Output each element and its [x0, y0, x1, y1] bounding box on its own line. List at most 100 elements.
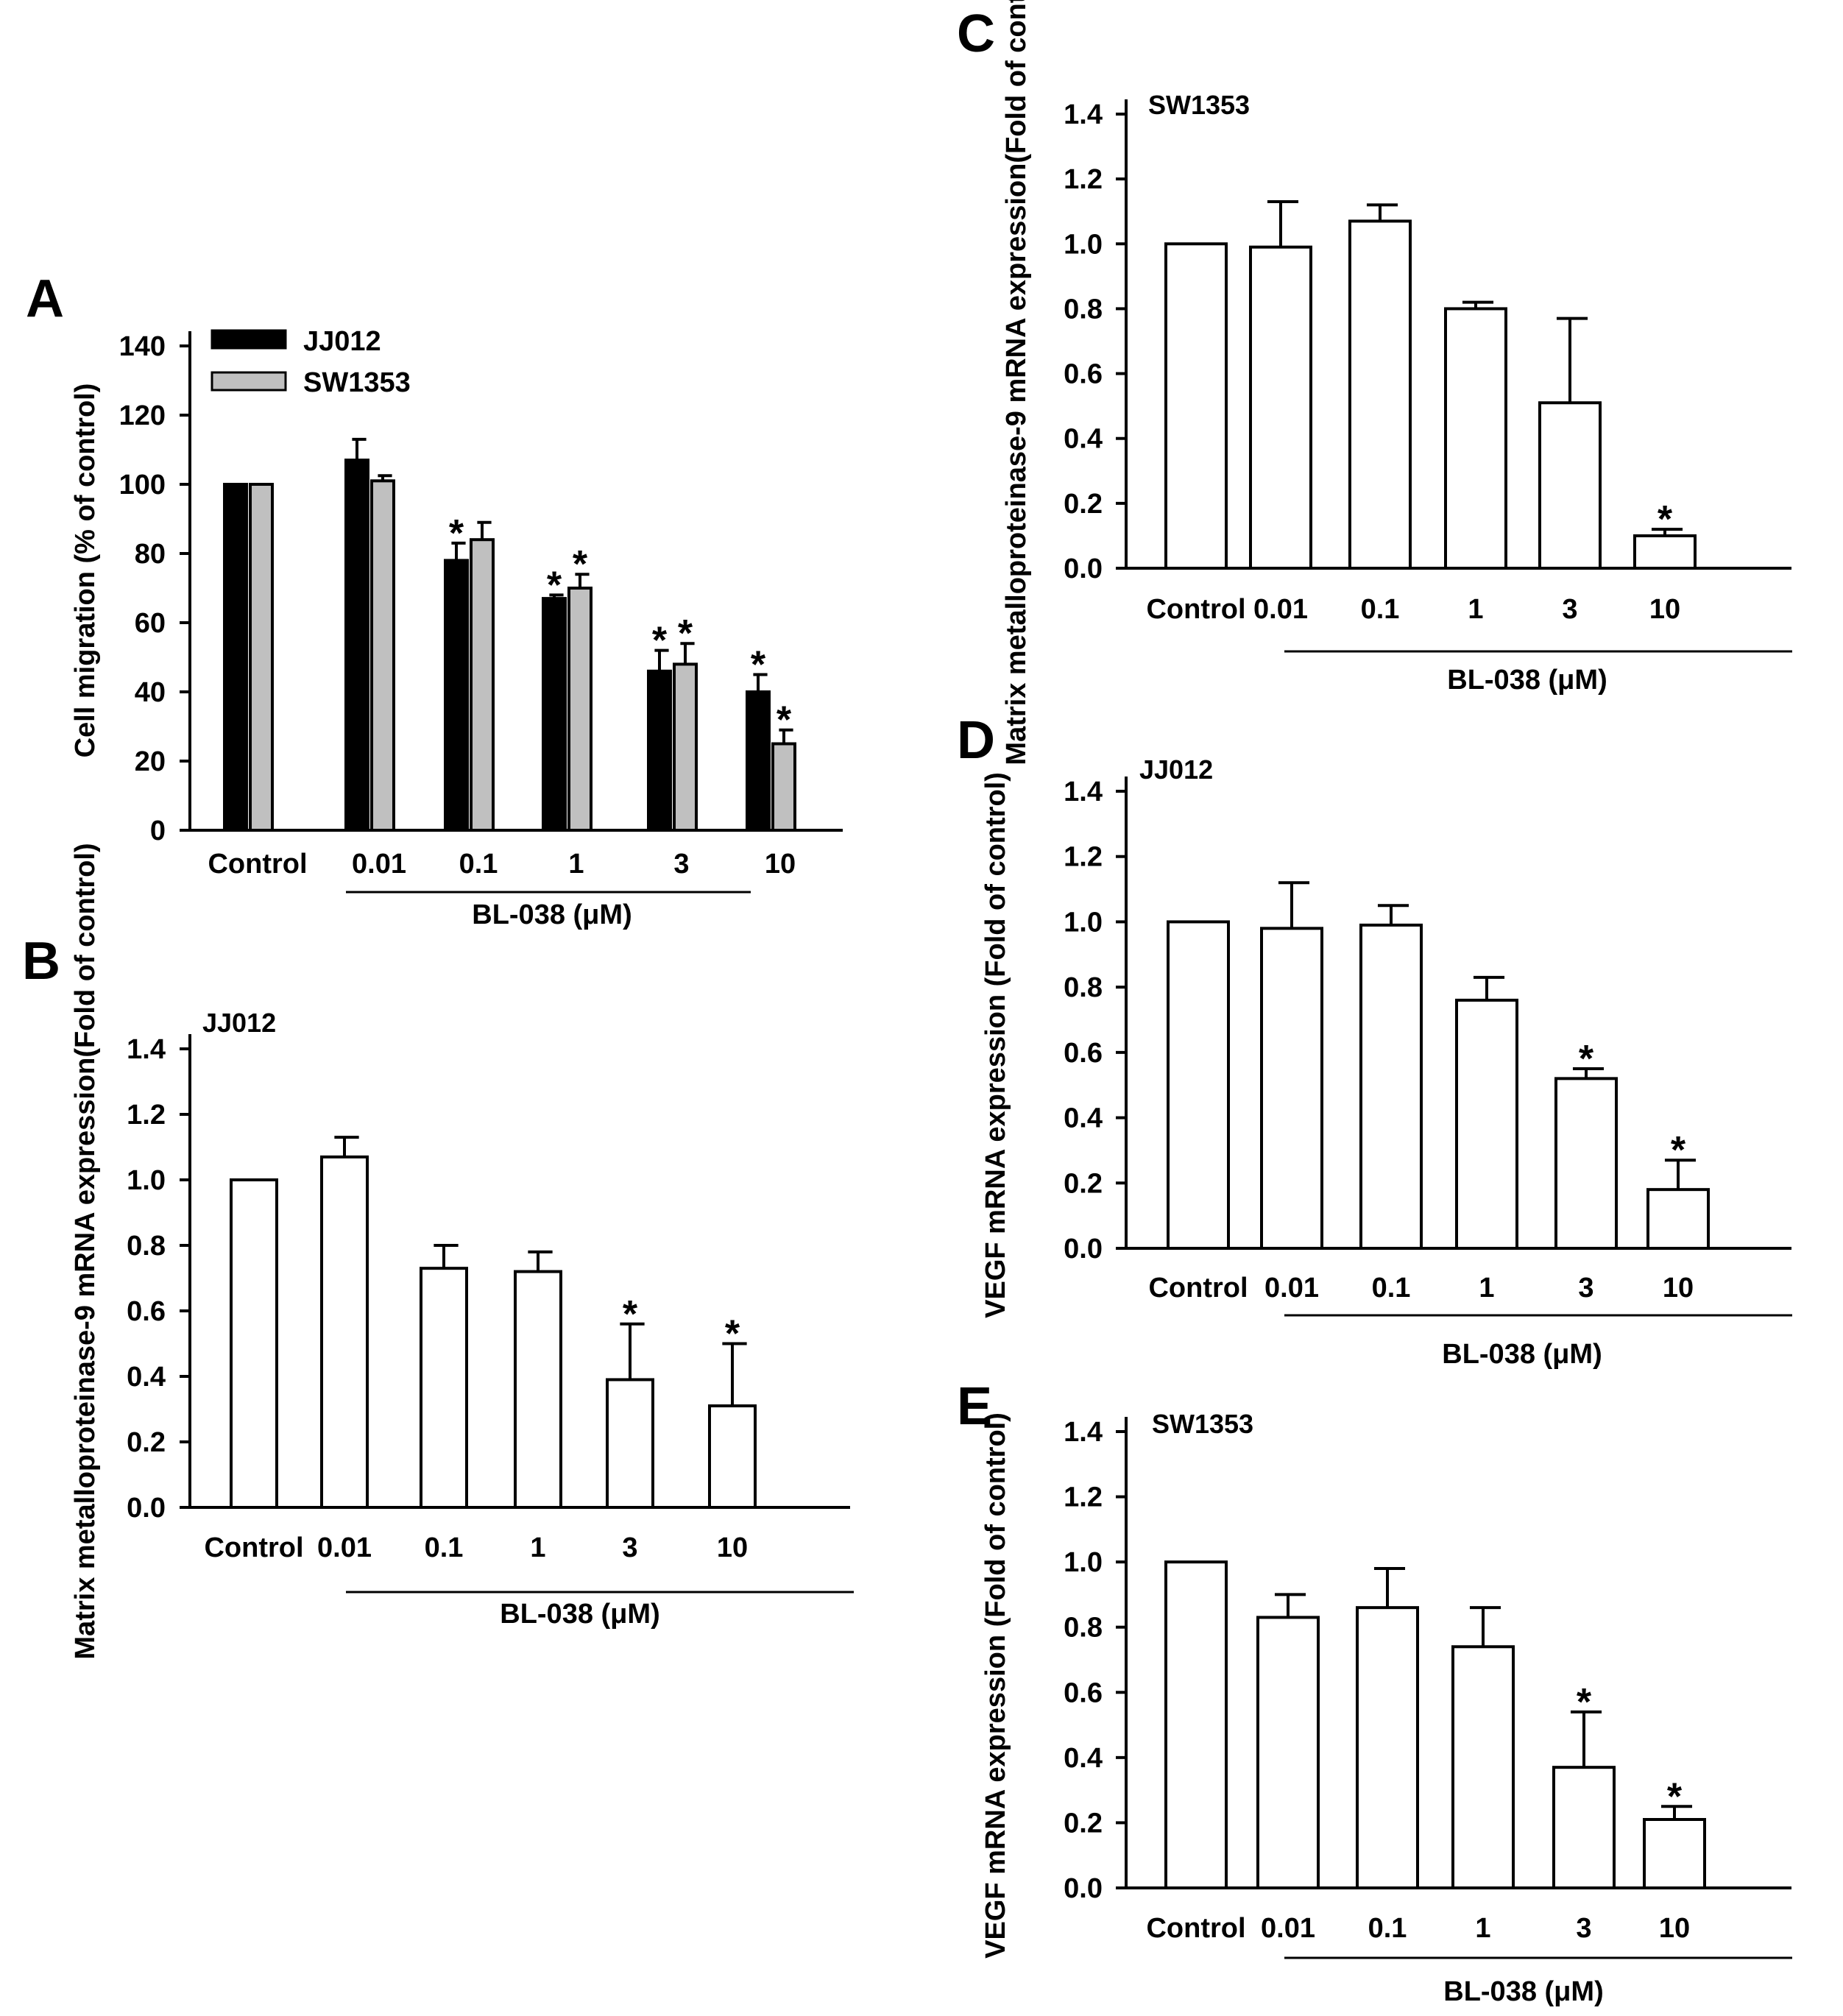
y-tick-label: 1.0	[1064, 907, 1103, 938]
y-tick-label: 0.4	[127, 1362, 166, 1393]
y-tick-label: 0.6	[1064, 359, 1103, 390]
bar	[344, 459, 369, 832]
significance-star: *	[1577, 1681, 1592, 1724]
bar	[708, 1404, 757, 1510]
significance-star: *	[573, 543, 588, 586]
significance-star: *	[678, 612, 693, 655]
y-tick-label: 1.4	[1064, 1417, 1103, 1448]
y-tick-label: 0.2	[127, 1427, 166, 1458]
bar	[249, 483, 274, 832]
x-tick-label: 0.01	[1253, 594, 1308, 625]
panel-label-e: E	[957, 1377, 992, 1436]
y-tick-label: 40	[135, 677, 166, 708]
x-tick-label: 0.01	[352, 849, 406, 880]
y-tick-label: 0.0	[1064, 1873, 1103, 1904]
y-tick-label: 0.8	[127, 1231, 166, 1262]
legend: JJ012 SW1353	[211, 326, 411, 398]
bar	[1444, 307, 1507, 570]
x-tick-label: 0.1	[425, 1532, 464, 1563]
x-tick-label: 3	[1562, 594, 1577, 625]
legend-swatch-jj012	[211, 329, 287, 350]
y-tick-label: 0.8	[1064, 1613, 1103, 1644]
y-tick-label: 120	[119, 400, 166, 431]
bar	[1164, 242, 1228, 570]
y-tick-label: 0.0	[127, 1493, 166, 1524]
significance-star: *	[777, 699, 792, 742]
bar	[1646, 1188, 1710, 1250]
panel-label-d: D	[957, 711, 995, 770]
y-tick-label: 80	[135, 539, 166, 570]
bar	[567, 587, 592, 832]
bar	[1260, 927, 1323, 1251]
x-tick-label: 1	[1475, 1913, 1490, 1944]
y-axis-label: VEGF mRNA expression (Fold of control)	[980, 1412, 1011, 1959]
panel-c: C SW1353 Matrix metalloproteinase-9 mRNA…	[957, 0, 1792, 765]
bar	[1164, 1560, 1228, 1889]
bar	[1348, 219, 1412, 570]
bar	[1554, 1077, 1618, 1251]
x-tick-label: 1	[568, 849, 584, 880]
panel-label-c: C	[957, 4, 995, 63]
y-tick-label: 0.4	[1064, 1103, 1103, 1134]
bar	[370, 479, 395, 832]
x-tick-label: 0.01	[1264, 1273, 1319, 1304]
y-tick-label: 1.0	[1064, 229, 1103, 260]
significance-star: *	[1579, 1038, 1594, 1080]
y-axis-label: Cell migration (% of control)	[70, 383, 101, 758]
bar	[444, 559, 469, 832]
panel-b: B JJ012 Matrix metalloproteinase-9 mRNA …	[22, 843, 854, 1660]
y-tick-label: 0	[150, 816, 166, 846]
y-tick-label: 140	[119, 331, 166, 362]
x-axis-group-label: BL-038 (μM)	[1442, 1339, 1602, 1370]
y-axis-label: Matrix metalloproteinase-9 mRNA expressi…	[70, 843, 101, 1659]
x-tick-label: 0.1	[1372, 1273, 1411, 1304]
x-tick-label: 10	[1659, 1913, 1690, 1944]
bar	[230, 1178, 278, 1509]
y-tick-label: 0.8	[1064, 972, 1103, 1003]
significance-star: *	[1671, 1129, 1686, 1172]
y-tick-label: 0.6	[1064, 1677, 1103, 1708]
y-axis-label: VEGF mRNA expression (Fold of control)	[980, 772, 1011, 1318]
legend-swatch-sw1353	[211, 371, 287, 392]
panel-label-a: A	[26, 269, 64, 328]
bar	[1167, 920, 1230, 1251]
y-axis-label: Matrix metalloproteinase-9 mRNA expressi…	[1001, 0, 1032, 765]
bar	[1643, 1818, 1706, 1889]
significance-star: *	[652, 620, 668, 662]
bar	[771, 742, 796, 832]
bar	[1451, 1645, 1515, 1889]
bar	[320, 1155, 369, 1509]
y-tick-label: 0.2	[1064, 1168, 1103, 1199]
x-tick-label: 10	[717, 1532, 748, 1563]
bar	[470, 538, 495, 832]
y-tick-label: 60	[135, 608, 166, 639]
y-tick-label: 0.8	[1064, 294, 1103, 325]
bar	[1249, 245, 1312, 570]
cell-line-label: SW1353	[1152, 1409, 1253, 1439]
x-tick-label: Control	[208, 849, 307, 880]
bar	[1356, 1606, 1419, 1889]
x-tick-label: 10	[1649, 594, 1680, 625]
significance-star: *	[547, 564, 562, 606]
y-tick-label: 20	[135, 746, 166, 777]
y-tick-label: 1.2	[1064, 1482, 1103, 1513]
significance-star: *	[1658, 498, 1673, 541]
bar	[606, 1378, 654, 1509]
y-tick-label: 0.4	[1064, 424, 1103, 455]
y-tick-label: 0.2	[1064, 489, 1103, 520]
significance-star: *	[623, 1293, 638, 1336]
significance-star: *	[725, 1313, 740, 1356]
legend-label-sw1353: SW1353	[303, 367, 411, 398]
significance-star: *	[1667, 1775, 1683, 1818]
x-tick-label: Control	[204, 1532, 303, 1563]
x-tick-label: 1	[1479, 1273, 1494, 1304]
x-tick-label: 0.01	[317, 1532, 372, 1563]
x-tick-label: 1	[530, 1532, 545, 1563]
bar	[514, 1270, 562, 1509]
x-tick-label: 10	[1663, 1273, 1694, 1304]
x-tick-label: 1	[1468, 594, 1483, 625]
bar	[1455, 998, 1518, 1251]
bar	[1633, 534, 1697, 570]
bar	[223, 483, 248, 832]
